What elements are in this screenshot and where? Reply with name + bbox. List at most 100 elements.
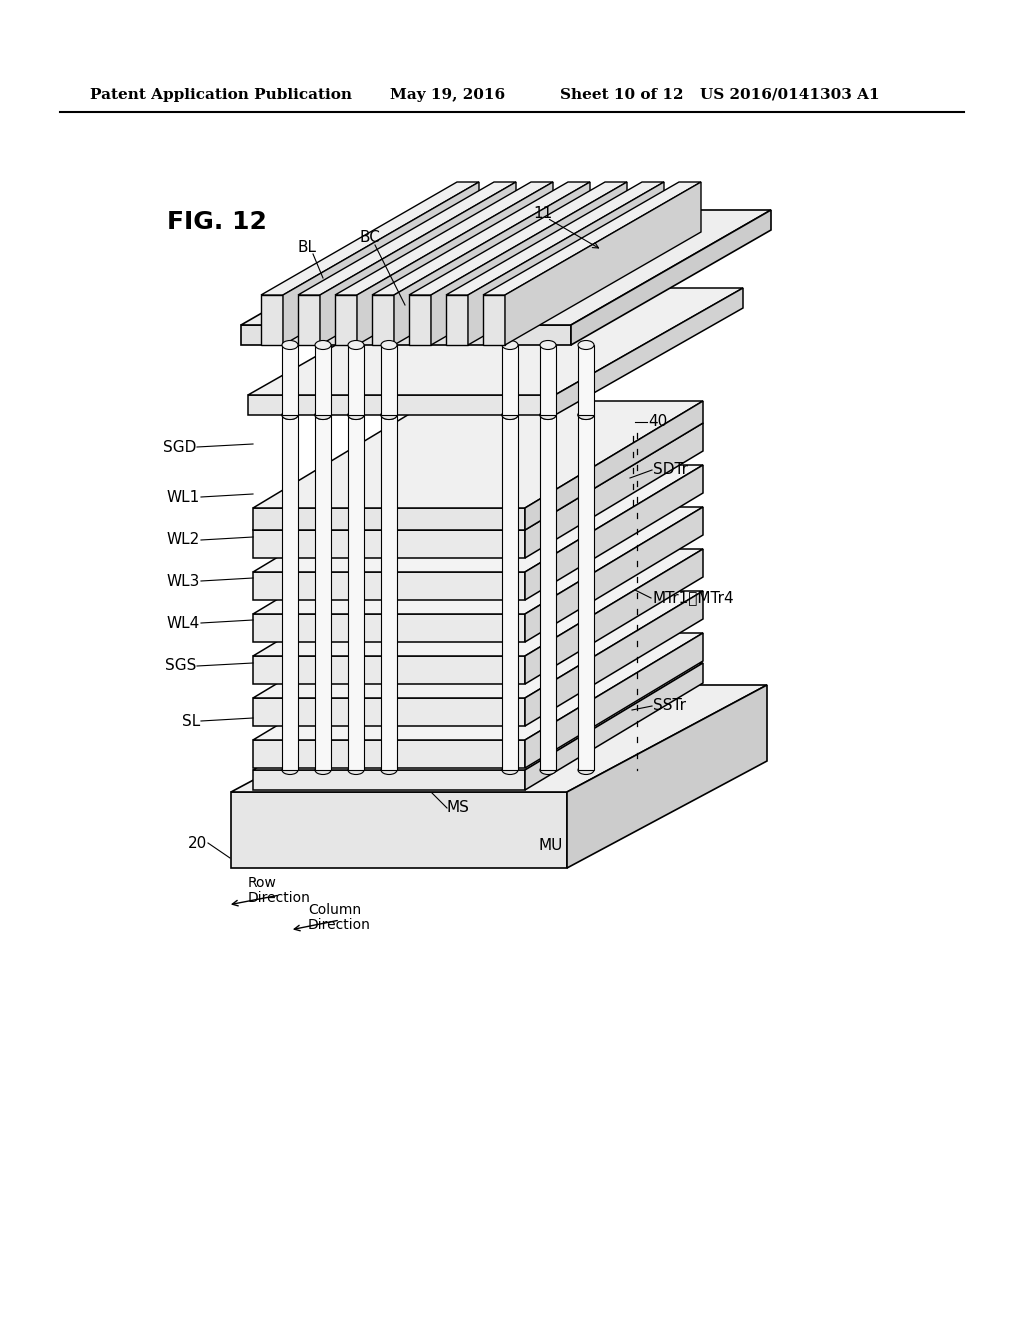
Ellipse shape <box>348 341 364 350</box>
Polygon shape <box>283 182 479 345</box>
Text: SSTr: SSTr <box>653 698 686 714</box>
Polygon shape <box>525 634 703 768</box>
Text: SDTr: SDTr <box>653 462 688 478</box>
Polygon shape <box>253 572 525 601</box>
Polygon shape <box>540 414 556 770</box>
Polygon shape <box>502 414 518 770</box>
Polygon shape <box>372 182 590 294</box>
Polygon shape <box>253 507 703 614</box>
Text: Direction: Direction <box>248 891 311 906</box>
Text: Row: Row <box>248 876 276 890</box>
Polygon shape <box>540 345 556 414</box>
Text: MTr1〜MTr4: MTr1〜MTr4 <box>652 590 733 606</box>
Polygon shape <box>253 770 525 789</box>
Polygon shape <box>348 414 364 770</box>
Ellipse shape <box>502 411 518 420</box>
Polygon shape <box>253 591 703 698</box>
Polygon shape <box>483 182 701 294</box>
Polygon shape <box>253 698 525 726</box>
Text: SGS: SGS <box>165 659 196 673</box>
Polygon shape <box>578 345 594 414</box>
Polygon shape <box>525 401 703 531</box>
Polygon shape <box>335 294 357 345</box>
Polygon shape <box>253 614 525 642</box>
Text: BC: BC <box>359 231 381 246</box>
Ellipse shape <box>282 341 298 350</box>
Polygon shape <box>381 414 397 770</box>
Polygon shape <box>348 345 364 414</box>
Text: WL4: WL4 <box>167 615 200 631</box>
Polygon shape <box>315 414 331 770</box>
Ellipse shape <box>282 766 298 775</box>
Text: 11: 11 <box>534 206 553 220</box>
Ellipse shape <box>381 766 397 775</box>
Text: SL: SL <box>181 714 200 729</box>
Text: US 2016/0141303 A1: US 2016/0141303 A1 <box>700 88 880 102</box>
Polygon shape <box>555 288 743 414</box>
Polygon shape <box>567 685 767 869</box>
Polygon shape <box>248 288 743 395</box>
Ellipse shape <box>381 411 397 420</box>
Polygon shape <box>282 345 298 414</box>
Ellipse shape <box>381 411 397 420</box>
Polygon shape <box>253 549 703 656</box>
Polygon shape <box>483 294 505 345</box>
Polygon shape <box>335 182 553 294</box>
Polygon shape <box>571 210 771 345</box>
Ellipse shape <box>348 411 364 420</box>
Polygon shape <box>409 294 431 345</box>
Polygon shape <box>525 591 703 726</box>
Polygon shape <box>319 182 516 345</box>
Text: Sheet 10 of 12: Sheet 10 of 12 <box>560 88 683 102</box>
Ellipse shape <box>578 766 594 775</box>
Text: 20: 20 <box>187 836 207 850</box>
Polygon shape <box>446 182 664 294</box>
Polygon shape <box>248 395 555 414</box>
Polygon shape <box>253 656 525 684</box>
Polygon shape <box>525 422 703 558</box>
Polygon shape <box>357 182 553 345</box>
Ellipse shape <box>578 411 594 420</box>
Ellipse shape <box>540 766 556 775</box>
Text: SGD: SGD <box>163 440 196 454</box>
Text: May 19, 2016: May 19, 2016 <box>390 88 505 102</box>
Ellipse shape <box>578 411 594 420</box>
Ellipse shape <box>348 411 364 420</box>
Polygon shape <box>241 325 571 345</box>
Polygon shape <box>298 294 319 345</box>
Text: Column: Column <box>308 903 361 917</box>
Polygon shape <box>468 182 664 345</box>
Text: FIG. 12: FIG. 12 <box>167 210 267 234</box>
Polygon shape <box>298 182 516 294</box>
Ellipse shape <box>502 411 518 420</box>
Text: 40: 40 <box>648 414 668 429</box>
Polygon shape <box>253 634 703 741</box>
Polygon shape <box>409 182 627 294</box>
Polygon shape <box>578 414 594 770</box>
Ellipse shape <box>315 766 331 775</box>
Ellipse shape <box>540 411 556 420</box>
Polygon shape <box>231 685 767 792</box>
Ellipse shape <box>348 766 364 775</box>
Text: MS: MS <box>447 800 470 816</box>
Ellipse shape <box>315 411 331 420</box>
Polygon shape <box>231 792 567 869</box>
Polygon shape <box>525 549 703 684</box>
Ellipse shape <box>282 411 298 420</box>
Ellipse shape <box>502 766 518 775</box>
Polygon shape <box>505 182 701 345</box>
Ellipse shape <box>315 341 331 350</box>
Text: Direction: Direction <box>308 917 371 932</box>
Ellipse shape <box>381 341 397 350</box>
Polygon shape <box>525 507 703 642</box>
Polygon shape <box>502 345 518 414</box>
Polygon shape <box>253 401 703 508</box>
Polygon shape <box>261 182 479 294</box>
Polygon shape <box>253 663 703 770</box>
Polygon shape <box>253 741 525 768</box>
Ellipse shape <box>578 341 594 350</box>
Polygon shape <box>446 294 468 345</box>
Polygon shape <box>253 508 525 531</box>
Ellipse shape <box>502 341 518 350</box>
Polygon shape <box>253 422 703 531</box>
